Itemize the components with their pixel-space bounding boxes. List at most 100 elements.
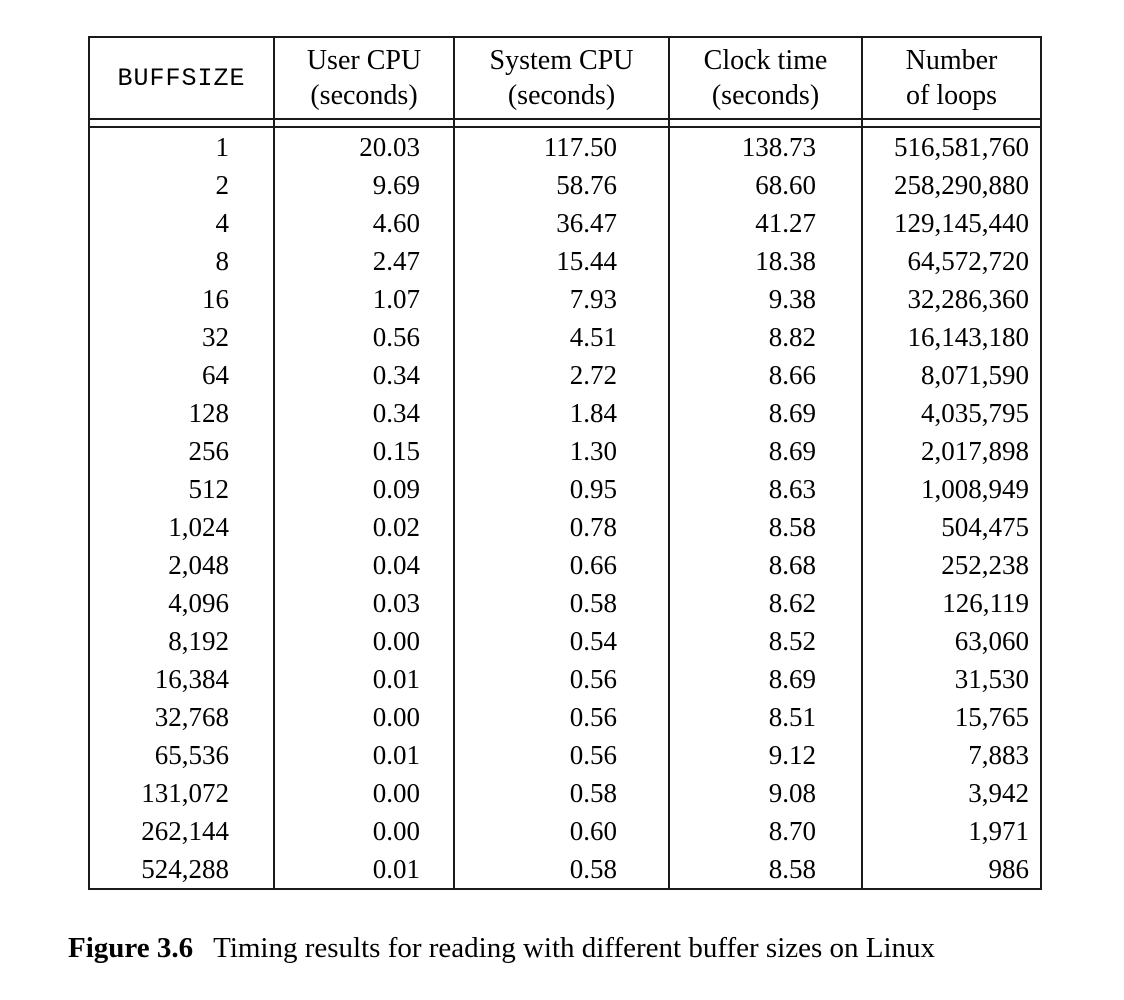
cell-clock-time: 8.52 [668,622,863,660]
cell-loops: 7,883 [861,736,1042,774]
figure-caption-text: Timing results for reading with differen… [213,932,936,964]
cell-clock-time: 8.69 [668,432,863,470]
cell-clock-time: 8.62 [668,584,863,622]
table-row: 524,288 0.01 0.58 8.58 986 [88,850,1042,889]
cell-user-cpu: 0.56 [273,318,455,356]
table-row: 16 1.07 7.93 9.38 32,286,360 [88,280,1042,318]
cell-system-cpu: 1.30 [453,432,670,470]
table-header: BUFFSIZE User CPU (seconds) System CPU (… [88,37,1042,128]
cell-loops: 16,143,180 [861,318,1042,356]
cell-buffsize: 2,048 [88,546,275,584]
cell-buffsize: 32,768 [88,698,275,736]
figure-caption: Figure 3.6 Timing results for reading wit… [68,932,935,965]
table-row: 8,192 0.00 0.54 8.52 63,060 [88,622,1042,660]
cell-user-cpu: 0.00 [273,622,455,660]
cell-loops: 252,238 [861,546,1042,584]
cell-clock-time: 8.51 [668,698,863,736]
cell-clock-time: 41.27 [668,204,863,242]
header-clock-time-label: Clock time [703,45,828,76]
cell-system-cpu: 0.60 [453,812,670,850]
cell-buffsize: 16,384 [88,660,275,698]
cell-clock-time: 8.70 [668,812,863,850]
table-row: 1 20.03 117.50 138.73 516,581,760 [88,127,1042,166]
cell-loops: 8,071,590 [861,356,1042,394]
cell-clock-time: 8.69 [668,660,863,698]
table-row: 2 9.69 58.76 68.60 258,290,880 [88,166,1042,204]
cell-user-cpu: 0.00 [273,698,455,736]
cell-buffsize: 131,072 [88,774,275,812]
cell-clock-time: 8.66 [668,356,863,394]
cell-clock-time: 8.68 [668,546,863,584]
header-buffsize-label: BUFFSIZE [117,63,246,93]
table-row: 131,072 0.00 0.58 9.08 3,942 [88,774,1042,812]
timing-results-table: BUFFSIZE User CPU (seconds) System CPU (… [88,36,1042,890]
cell-buffsize: 65,536 [88,736,275,774]
cell-user-cpu: 9.69 [273,166,455,204]
header-system-cpu: System CPU (seconds) [453,37,670,120]
cell-buffsize: 32 [88,318,275,356]
cell-user-cpu: 0.00 [273,774,455,812]
header-row: BUFFSIZE User CPU (seconds) System CPU (… [88,37,1042,120]
cell-clock-time: 8.69 [668,394,863,432]
cell-system-cpu: 58.76 [453,166,670,204]
cell-system-cpu: 15.44 [453,242,670,280]
cell-user-cpu: 0.15 [273,432,455,470]
header-clock-time: Clock time (seconds) [668,37,863,120]
cell-buffsize: 1,024 [88,508,275,546]
cell-loops: 31,530 [861,660,1042,698]
cell-clock-time: 8.58 [668,508,863,546]
cell-buffsize: 256 [88,432,275,470]
table-row: 4,096 0.03 0.58 8.62 126,119 [88,584,1042,622]
cell-clock-time: 8.82 [668,318,863,356]
cell-buffsize: 64 [88,356,275,394]
cell-system-cpu: 0.66 [453,546,670,584]
table-row: 65,536 0.01 0.56 9.12 7,883 [88,736,1042,774]
table-row: 4 4.60 36.47 41.27 129,145,440 [88,204,1042,242]
table-row: 512 0.09 0.95 8.63 1,008,949 [88,470,1042,508]
cell-loops: 126,119 [861,584,1042,622]
table-row: 2,048 0.04 0.66 8.68 252,238 [88,546,1042,584]
cell-buffsize: 4,096 [88,584,275,622]
cell-loops: 63,060 [861,622,1042,660]
header-user-cpu: User CPU (seconds) [273,37,455,120]
cell-buffsize: 16 [88,280,275,318]
cell-loops: 504,475 [861,508,1042,546]
cell-buffsize: 524,288 [88,850,275,889]
cell-system-cpu: 0.54 [453,622,670,660]
cell-loops: 2,017,898 [861,432,1042,470]
header-user-cpu-sub: (seconds) [310,80,418,111]
figure-caption-label: Figure 3.6 [68,932,194,964]
header-loops-sub: of loops [906,80,997,111]
cell-user-cpu: 20.03 [273,127,455,166]
cell-system-cpu: 0.56 [453,736,670,774]
cell-system-cpu: 117.50 [453,127,670,166]
header-loops: Number of loops [861,37,1042,120]
table-row: 262,144 0.00 0.60 8.70 1,971 [88,812,1042,850]
cell-clock-time: 68.60 [668,166,863,204]
cell-buffsize: 8 [88,242,275,280]
table-row: 32 0.56 4.51 8.82 16,143,180 [88,318,1042,356]
cell-system-cpu: 0.58 [453,850,670,889]
header-buffsize: BUFFSIZE [88,37,275,120]
cell-buffsize: 262,144 [88,812,275,850]
cell-user-cpu: 1.07 [273,280,455,318]
cell-loops: 32,286,360 [861,280,1042,318]
cell-clock-time: 18.38 [668,242,863,280]
cell-buffsize: 2 [88,166,275,204]
cell-user-cpu: 0.04 [273,546,455,584]
table-row: 64 0.34 2.72 8.66 8,071,590 [88,356,1042,394]
cell-system-cpu: 0.58 [453,584,670,622]
cell-loops: 516,581,760 [861,127,1042,166]
cell-system-cpu: 36.47 [453,204,670,242]
cell-system-cpu: 7.93 [453,280,670,318]
cell-system-cpu: 1.84 [453,394,670,432]
cell-loops: 986 [861,850,1042,889]
cell-buffsize: 4 [88,204,275,242]
header-system-cpu-label: System CPU [489,45,634,76]
cell-loops: 64,572,720 [861,242,1042,280]
cell-clock-time: 8.63 [668,470,863,508]
cell-system-cpu: 0.58 [453,774,670,812]
cell-loops: 15,765 [861,698,1042,736]
cell-user-cpu: 0.09 [273,470,455,508]
cell-user-cpu: 0.01 [273,736,455,774]
